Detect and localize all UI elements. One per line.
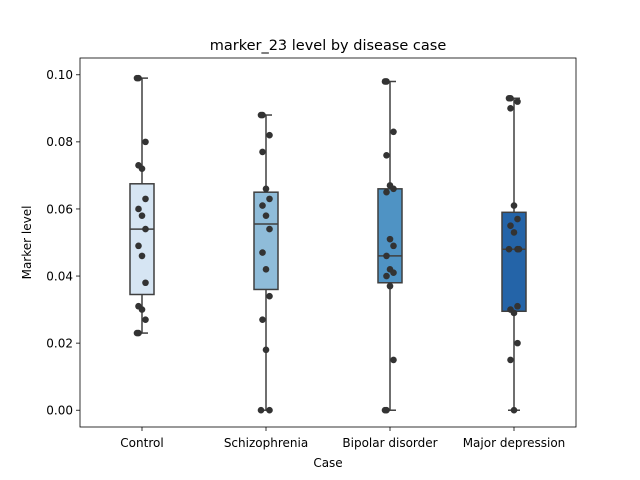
box-iqr	[129, 183, 155, 296]
data-point	[390, 185, 397, 193]
data-point	[142, 225, 149, 233]
data-point	[507, 105, 514, 112]
box-iqr	[253, 191, 279, 291]
y-axis-label: Marker level	[20, 206, 34, 280]
data-point	[505, 245, 513, 253]
data-point	[510, 229, 518, 236]
data-point	[257, 406, 265, 414]
data-point	[505, 94, 513, 102]
data-point	[262, 212, 270, 219]
data-point	[510, 309, 518, 317]
data-point	[381, 78, 389, 85]
data-point	[142, 316, 149, 323]
data-point	[510, 202, 518, 209]
plot-area	[80, 58, 576, 427]
y-axis-ticks: 0.00 0.02 0.04 0.06 0.08 0.10	[46, 68, 80, 418]
data-point	[514, 339, 521, 347]
data-point	[142, 138, 149, 146]
data-point	[259, 148, 266, 156]
data-point	[383, 151, 390, 159]
data-point	[386, 282, 394, 290]
data-point	[266, 292, 273, 300]
y-tick-label: 0.10	[46, 68, 73, 82]
data-point	[515, 245, 523, 253]
data-point	[514, 302, 521, 310]
y-tick-label: 0.00	[46, 404, 73, 418]
data-point	[386, 235, 394, 243]
data-point	[259, 249, 266, 256]
x-axis-ticks: Control Schizophrenia Bipolar disorder Majo…	[120, 427, 565, 450]
data-point	[133, 329, 141, 337]
data-point	[262, 346, 270, 354]
x-tick-label: Schizophrenia	[224, 436, 308, 450]
x-tick-label: Control	[120, 436, 163, 450]
data-point	[257, 111, 265, 119]
x-tick-label: Bipolar disorder	[342, 436, 437, 450]
data-point	[383, 188, 390, 196]
data-point	[390, 356, 397, 364]
data-point	[383, 252, 390, 260]
box-3	[501, 97, 527, 411]
data-point	[138, 212, 146, 219]
data-point	[262, 266, 270, 273]
data-point	[259, 316, 266, 323]
data-point	[135, 242, 142, 250]
data-point	[390, 269, 397, 276]
y-tick-label: 0.06	[46, 202, 73, 216]
data-point	[138, 252, 146, 260]
data-points	[133, 74, 523, 414]
x-tick-label: Major depression	[463, 436, 566, 450]
data-point	[266, 131, 273, 139]
box-iqr	[501, 211, 527, 313]
data-point	[259, 202, 266, 209]
data-point	[514, 98, 521, 105]
chart-title: marker_23 level by disease case	[210, 38, 447, 54]
data-point	[507, 356, 514, 364]
data-point	[507, 222, 514, 230]
data-point	[142, 279, 149, 287]
y-tick-label: 0.02	[46, 336, 73, 350]
x-axis-label: Case	[313, 456, 342, 470]
data-point	[138, 306, 146, 313]
data-point	[266, 406, 273, 414]
data-point	[266, 225, 273, 233]
data-point	[390, 242, 397, 250]
data-point	[142, 195, 149, 203]
data-point	[266, 195, 273, 203]
data-point	[381, 406, 389, 414]
data-point	[383, 272, 390, 280]
data-point	[138, 165, 146, 172]
data-point	[135, 205, 142, 213]
data-point	[262, 185, 270, 193]
data-point	[390, 128, 397, 136]
plot-frame	[79, 57, 577, 428]
y-tick-label: 0.08	[46, 135, 73, 149]
y-tick-label: 0.04	[46, 269, 73, 283]
data-point	[510, 406, 518, 414]
data-point	[514, 215, 521, 223]
data-point	[133, 74, 141, 82]
